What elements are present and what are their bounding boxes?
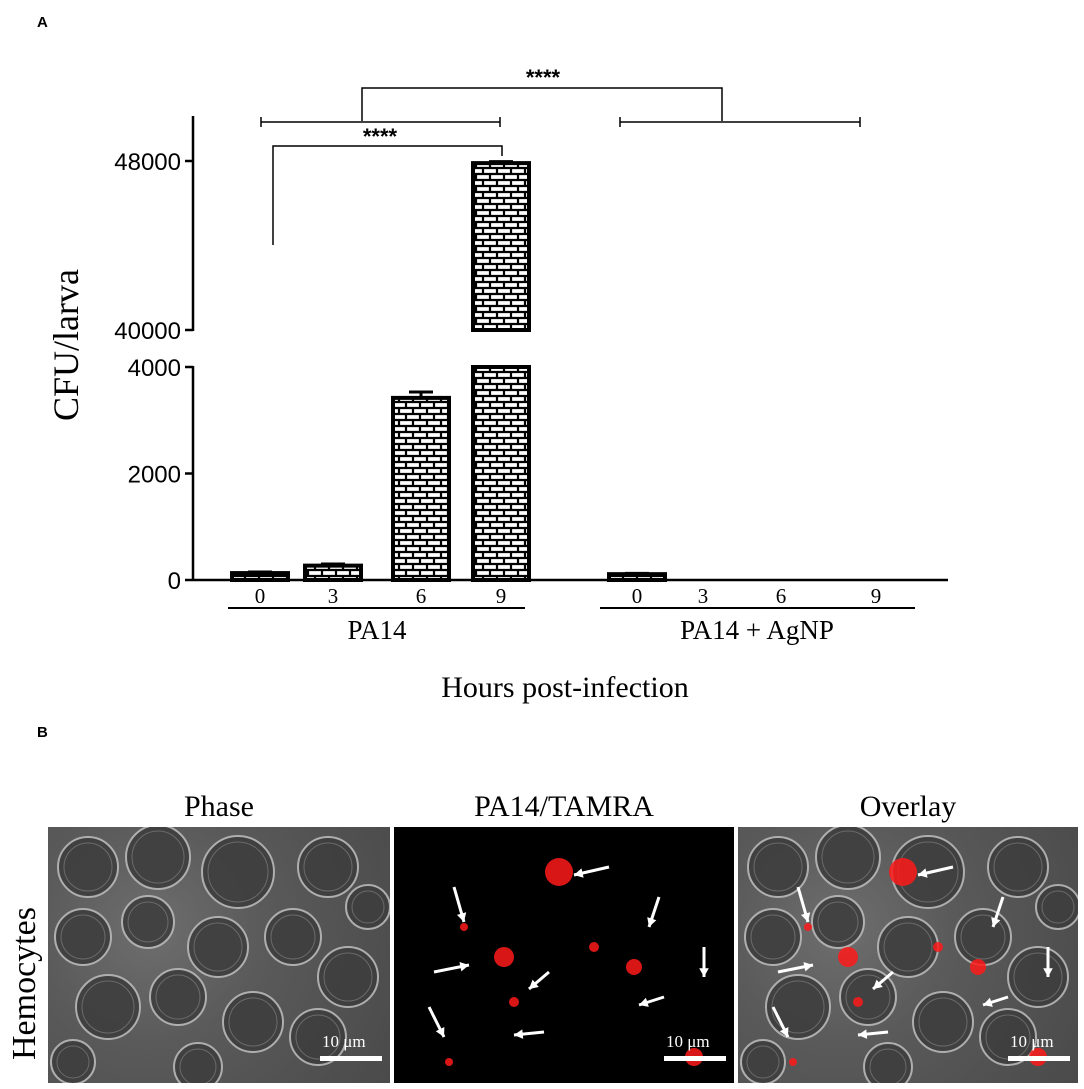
panel-b-label: B xyxy=(37,724,48,741)
arrow-marker xyxy=(982,995,1009,1007)
y-axis-label: CFU/larva xyxy=(46,269,86,421)
red-signal xyxy=(838,947,858,967)
arrow-marker xyxy=(796,886,811,923)
cell xyxy=(125,827,191,890)
x-tick-label: 9 xyxy=(496,584,507,608)
column-label-tamra: PA14/TAMRA xyxy=(474,790,654,823)
y-tick-label: 40000 xyxy=(114,318,181,345)
red-signal xyxy=(460,923,468,931)
arrow-marker xyxy=(513,1029,545,1039)
tamra-image: 10 μm xyxy=(394,827,734,1083)
arrow-marker xyxy=(991,896,1005,928)
phase-image: 10 μm xyxy=(48,827,390,1083)
scale-bar-label: 10 μm xyxy=(666,1032,710,1051)
arrow-marker xyxy=(917,865,954,878)
y-tick-label: 48000 xyxy=(114,149,181,176)
column-label-overlay: Overlay xyxy=(859,790,957,823)
cell xyxy=(954,908,1012,966)
cell xyxy=(815,827,881,890)
scale-bar-label: 10 μm xyxy=(1010,1032,1054,1051)
cell xyxy=(222,991,284,1053)
arrow-marker xyxy=(573,865,610,878)
red-signal xyxy=(509,997,519,1007)
arrow-marker xyxy=(857,1029,889,1039)
x-tick-label: 6 xyxy=(776,584,787,608)
red-signal xyxy=(970,959,986,975)
bar xyxy=(391,395,451,583)
cell xyxy=(297,836,359,898)
panel-a-label: A xyxy=(37,14,48,31)
column-label-phase: Phase xyxy=(184,790,254,823)
cell xyxy=(987,836,1049,898)
arrow-marker xyxy=(777,962,814,974)
bar-upper-segment xyxy=(471,161,531,332)
arrow-marker xyxy=(427,1006,446,1038)
cell xyxy=(345,884,390,930)
cell xyxy=(121,895,175,949)
red-signal xyxy=(445,1058,453,1066)
y-tick-label: 2000 xyxy=(128,462,181,489)
bar-chart: 0 2000 4000 40000 48000 CFU/larva 0 3 6 9 0 3 6 9 PA14… xyxy=(46,65,948,704)
red-signal xyxy=(789,1058,797,1066)
red-signal xyxy=(589,942,599,952)
bar-lower-segment xyxy=(471,365,531,582)
significance-label: **** xyxy=(526,65,561,90)
red-signal xyxy=(889,858,917,886)
cell xyxy=(289,1008,347,1066)
cell xyxy=(57,836,119,898)
cell xyxy=(744,908,802,966)
scale-bar-label: 10 μm xyxy=(322,1032,366,1051)
significance-bracket-inner xyxy=(272,145,503,245)
group-range-pa14 xyxy=(260,117,501,127)
significance-bracket-outer xyxy=(361,87,723,121)
arrow-marker xyxy=(638,995,665,1007)
x-tick-label: 3 xyxy=(698,584,709,608)
cell xyxy=(1007,946,1069,1008)
bar xyxy=(303,563,363,582)
arrow-marker xyxy=(528,970,550,991)
x-axis-label: Hours post-infection xyxy=(441,671,688,704)
x-tick-label: 0 xyxy=(255,584,266,608)
cell xyxy=(264,908,322,966)
cell xyxy=(912,991,974,1053)
cell xyxy=(54,908,112,966)
cell xyxy=(149,968,207,1026)
red-signal xyxy=(933,942,943,952)
red-signal xyxy=(853,997,863,1007)
y-tick-label: 4000 xyxy=(128,355,181,382)
cell xyxy=(317,946,379,1008)
group-label-pa14: PA14 xyxy=(347,615,407,645)
red-signal xyxy=(804,923,812,931)
red-signal xyxy=(626,959,642,975)
y-tick-label: 0 xyxy=(168,568,181,595)
red-signal xyxy=(545,858,573,886)
row-label-hemocytes: Hemocytes xyxy=(6,907,43,1060)
x-tick-label: 3 xyxy=(328,584,339,608)
x-tick-label: 6 xyxy=(416,584,427,608)
cell xyxy=(747,836,809,898)
arrow-marker xyxy=(433,962,470,974)
arrow-marker xyxy=(647,896,661,928)
cell xyxy=(811,895,865,949)
arrow-marker xyxy=(699,947,709,977)
group-range-agnp xyxy=(619,117,861,127)
overlay-image: 10 μm xyxy=(738,827,1078,1083)
arrow-marker xyxy=(771,1006,790,1038)
arrow-marker xyxy=(872,970,894,991)
cell xyxy=(187,916,249,978)
bar xyxy=(607,572,667,583)
group-label-agnp: PA14 + AgNP xyxy=(680,615,834,645)
significance-label: **** xyxy=(363,124,398,149)
cell xyxy=(979,1008,1037,1066)
arrow-marker xyxy=(1043,947,1053,977)
cell xyxy=(765,974,831,1040)
bar xyxy=(230,571,290,583)
x-tick-label: 9 xyxy=(871,584,882,608)
red-signal xyxy=(494,947,514,967)
arrow-marker xyxy=(452,886,467,923)
cell xyxy=(75,974,141,1040)
cell xyxy=(877,916,939,978)
x-tick-label: 0 xyxy=(632,584,643,608)
cell xyxy=(201,835,275,909)
